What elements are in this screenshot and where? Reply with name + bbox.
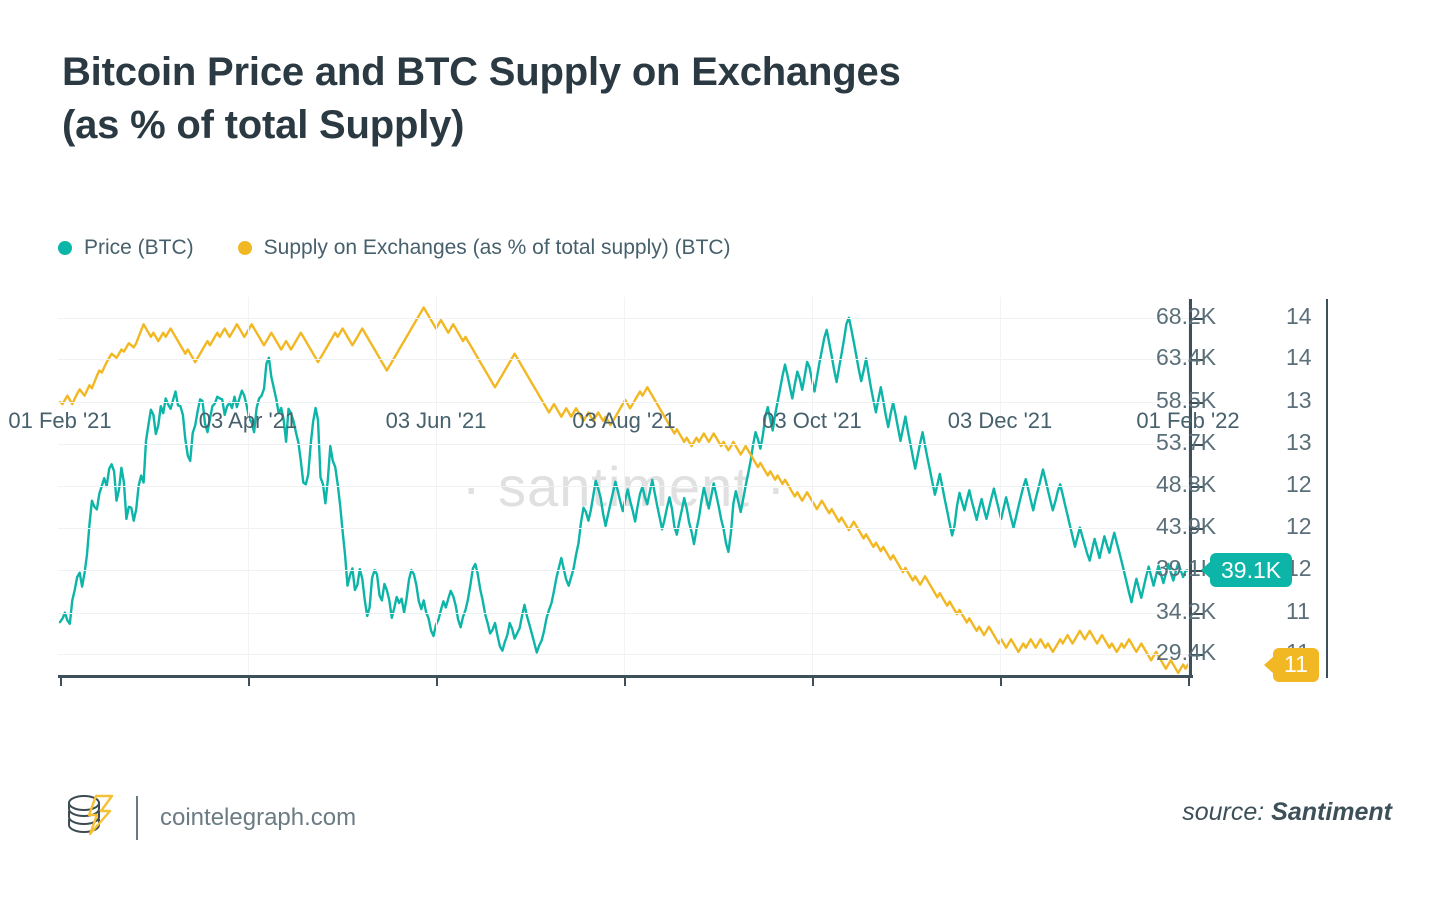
footer-source: source: Santiment <box>1182 798 1392 827</box>
y-axis-tick <box>1192 486 1203 488</box>
cointelegraph-coin-stack-icon <box>62 790 114 845</box>
y-axis-label-supply: 12 <box>1286 471 1312 497</box>
footer-source-name: Santiment <box>1271 798 1392 826</box>
x-axis-tick <box>1188 675 1190 686</box>
gridline-vertical <box>436 297 437 675</box>
legend-dot-icon-supply <box>237 241 252 255</box>
x-axis-label: 03 Dec '21 <box>947 408 1053 433</box>
gridline-vertical <box>1188 297 1189 675</box>
footer-brand: cointelegraph.com <box>62 790 356 845</box>
x-axis-label: 01 Feb '22 <box>1136 408 1240 433</box>
footer-source-prefix: source: <box>1182 798 1272 826</box>
y-axis-tick <box>1192 317 1203 320</box>
x-axis-label: 03 Jun '21 <box>385 408 487 433</box>
y-axis-line-price <box>1189 299 1192 678</box>
y-axis-label-supply: 11 <box>1286 597 1310 624</box>
y-axis-line-supply <box>1326 299 1328 678</box>
legend-dot-icon-price <box>58 241 72 255</box>
x-axis-label: 03 Aug '21 <box>572 408 676 433</box>
plot-canvas: · santiment · <box>58 297 1190 675</box>
chart-legend: Price (BTC) Supply on Exchanges (as % of… <box>58 236 731 260</box>
gridline-vertical <box>812 297 813 675</box>
status-badge-supply: 11 <box>1273 647 1319 682</box>
x-axis-tick <box>812 675 814 686</box>
legend-label-supply: Supply on Exchanges (as % of total suppl… <box>263 236 731 259</box>
y-axis-tick <box>1192 570 1203 573</box>
page-title-line-1: Bitcoin Price and BTC Supply on Exchange… <box>62 50 901 94</box>
y-axis-label-supply: 13 <box>1286 428 1312 455</box>
status-badge-supply-text: 11 <box>1284 651 1308 677</box>
y-axis-tick <box>1192 654 1203 657</box>
y-axis-label-supply: 14 <box>1286 302 1312 329</box>
gridline-vertical <box>624 297 625 675</box>
page-title: Bitcoin Price and BTC Supply on Exchange… <box>62 46 1212 152</box>
y-axis-label-price: 48.8K <box>1156 471 1217 497</box>
x-axis-label: 03 Oct '21 <box>762 408 862 433</box>
gridline-vertical <box>248 297 249 675</box>
y-axis-label-price: 58.5K <box>1156 386 1217 413</box>
chart-plot-area[interactable]: · santiment · <box>58 297 1328 686</box>
legend-item-supply[interactable]: Supply on Exchanges (as % of total suppl… <box>237 236 731 260</box>
y-axis-label-price: 68.2K <box>1156 302 1217 329</box>
x-axis-tick <box>624 675 626 686</box>
legend-item-price[interactable]: Price (BTC) <box>58 236 194 260</box>
page-title-line-2: (as % of total Supply) <box>62 102 465 147</box>
x-axis-tick <box>1000 675 1002 686</box>
x-axis-tick <box>60 675 62 686</box>
y-axis-label-price: 53.7K <box>1156 428 1217 455</box>
y-axis-tick <box>1192 443 1203 446</box>
y-axis-label-price: 29.4K <box>1156 639 1217 666</box>
y-axis-label-price: 34.2K <box>1156 597 1217 624</box>
y-axis-label-price: 43.9K <box>1156 513 1217 540</box>
y-axis-tick <box>1192 401 1203 404</box>
footer-url[interactable]: cointelegraph.com <box>160 803 357 831</box>
y-axis-tick <box>1192 528 1203 531</box>
status-badge-price-text: 39.1K <box>1221 556 1282 583</box>
y-axis-tick <box>1192 612 1203 615</box>
y-axis-label-supply: 12 <box>1286 513 1312 540</box>
x-axis-tick <box>436 675 438 686</box>
y-axis-label-supply: 14 <box>1286 344 1312 371</box>
y-axis-tick <box>1192 359 1203 362</box>
y-axis-label-price: 63.4K <box>1156 344 1217 371</box>
footer: cointelegraph.com source: Santiment <box>0 790 1450 860</box>
legend-label-price: Price (BTC) <box>84 236 194 259</box>
x-axis-tick <box>248 675 250 686</box>
x-axis-label: 01 Feb '21 <box>8 408 112 433</box>
status-badge-price: 39.1K <box>1210 553 1293 588</box>
footer-divider <box>136 795 138 840</box>
gridline-vertical <box>1000 297 1001 675</box>
x-axis-label: 03 Apr '21 <box>198 408 298 433</box>
y-axis-label-supply: 13 <box>1286 386 1312 413</box>
